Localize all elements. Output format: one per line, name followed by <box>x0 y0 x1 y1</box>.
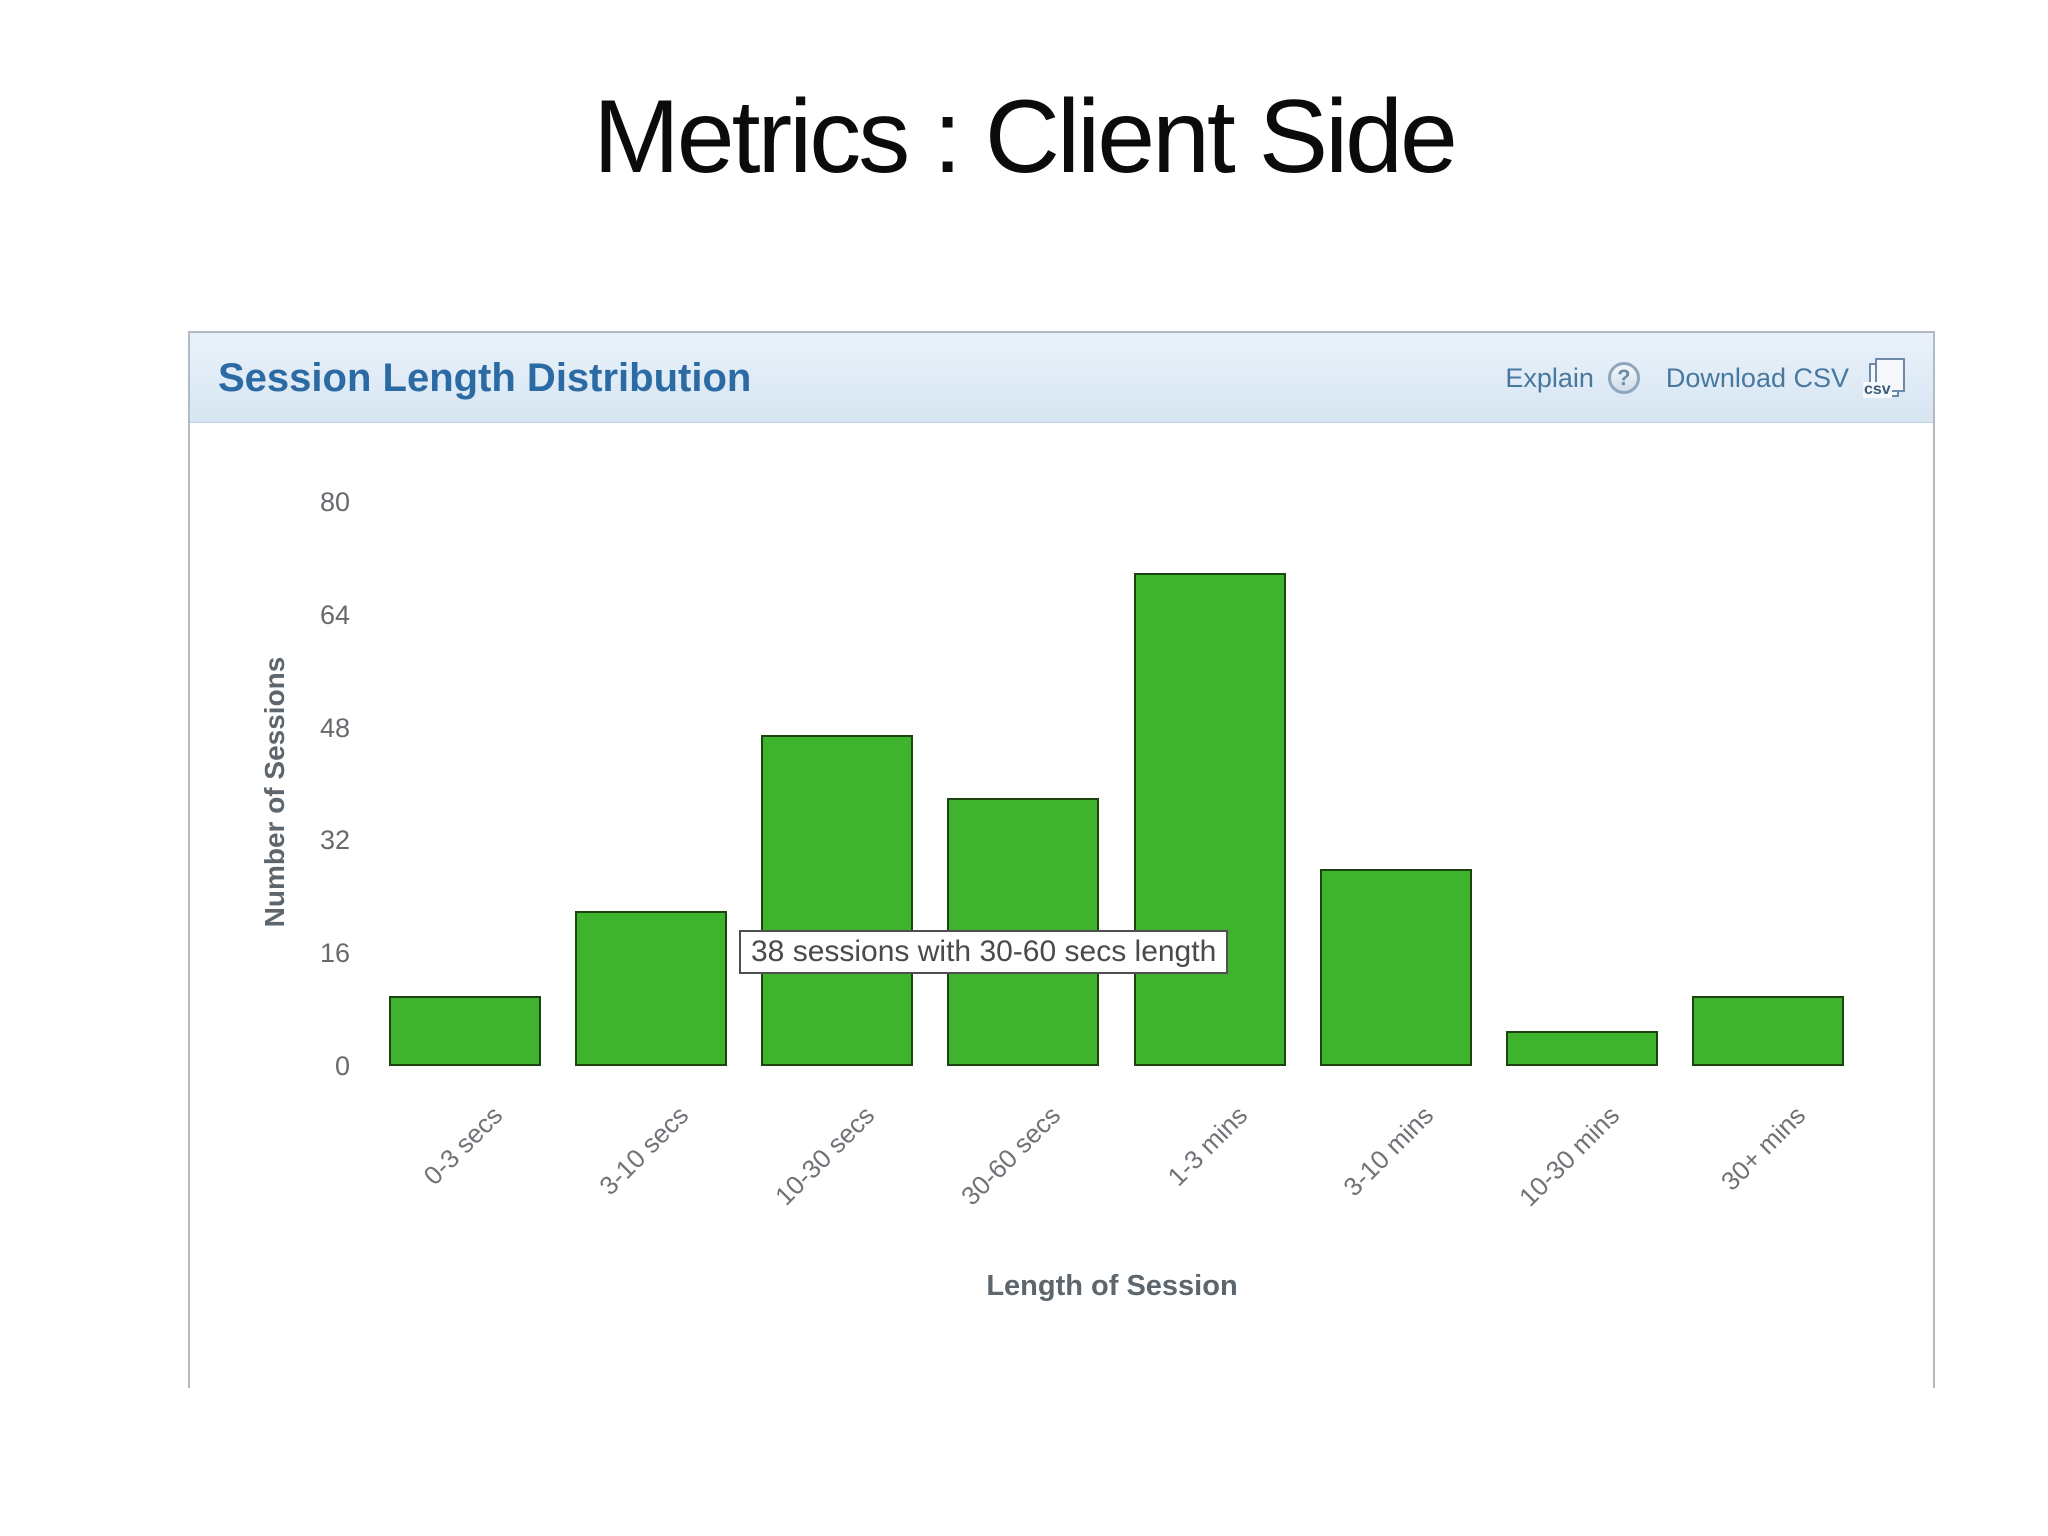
panel-title: Session Length Distribution <box>218 356 752 400</box>
explain-label: Explain <box>1505 362 1594 393</box>
x-category-label: 3-10 mins <box>1336 1100 1439 1202</box>
x-axis-title: Length of Session <box>986 1270 1238 1302</box>
x-category-label: 10-30 secs <box>769 1100 881 1212</box>
explain-link[interactable]: Explain ? <box>1505 362 1640 394</box>
y-tick-label: 32 <box>319 825 350 856</box>
bar-10-30-mins[interactable] <box>1505 1030 1658 1066</box>
x-category-label: 10-30 mins <box>1512 1100 1626 1213</box>
tooltip: 38 sessions with 30-60 secs length <box>739 930 1229 974</box>
x-category-label: 30-60 secs <box>955 1100 1067 1212</box>
bar-0-3-secs[interactable] <box>389 995 541 1066</box>
bar-10-30-secs[interactable] <box>761 734 914 1066</box>
y-tick-label: 64 <box>319 599 350 630</box>
session-length-panel: Session Length Distribution Explain ? Do… <box>188 331 1935 1390</box>
x-category-label: 30+ mins <box>1714 1100 1812 1197</box>
y-tick-label: 16 <box>319 938 350 969</box>
y-axis-title: Number of Sessions <box>259 656 290 928</box>
bar-3-10-mins[interactable] <box>1319 868 1472 1066</box>
download-csv-label: Download CSV <box>1665 362 1849 393</box>
x-category-label: 0-3 secs <box>417 1100 509 1191</box>
download-csv-link[interactable]: Download CSV csv <box>1666 358 1907 398</box>
bar-chart: 0 16 32 48 64 80 Number of Sessions 0-3 secs 3… <box>190 424 1933 1390</box>
page-title: Metrics : Client Side <box>593 79 1458 195</box>
help-circle-icon[interactable]: ? <box>1607 362 1640 394</box>
bar-30-mins[interactable] <box>1691 995 1844 1066</box>
panel-header: Session Length Distribution Explain ? Do… <box>190 333 1933 423</box>
y-tick-label: 0 <box>334 1051 350 1081</box>
y-tick-label: 48 <box>319 712 350 743</box>
bar-3-10-secs[interactable] <box>575 910 728 1066</box>
bar-1-3-mins[interactable] <box>1133 572 1286 1066</box>
x-category-label: 3-10 secs <box>593 1100 695 1201</box>
csv-file-icon: csv <box>1863 358 1907 398</box>
x-category-label: 1-3 mins <box>1161 1100 1253 1192</box>
y-tick-label: 80 <box>319 487 350 517</box>
header-actions: Explain ? Download CSV csv <box>1505 333 1907 423</box>
